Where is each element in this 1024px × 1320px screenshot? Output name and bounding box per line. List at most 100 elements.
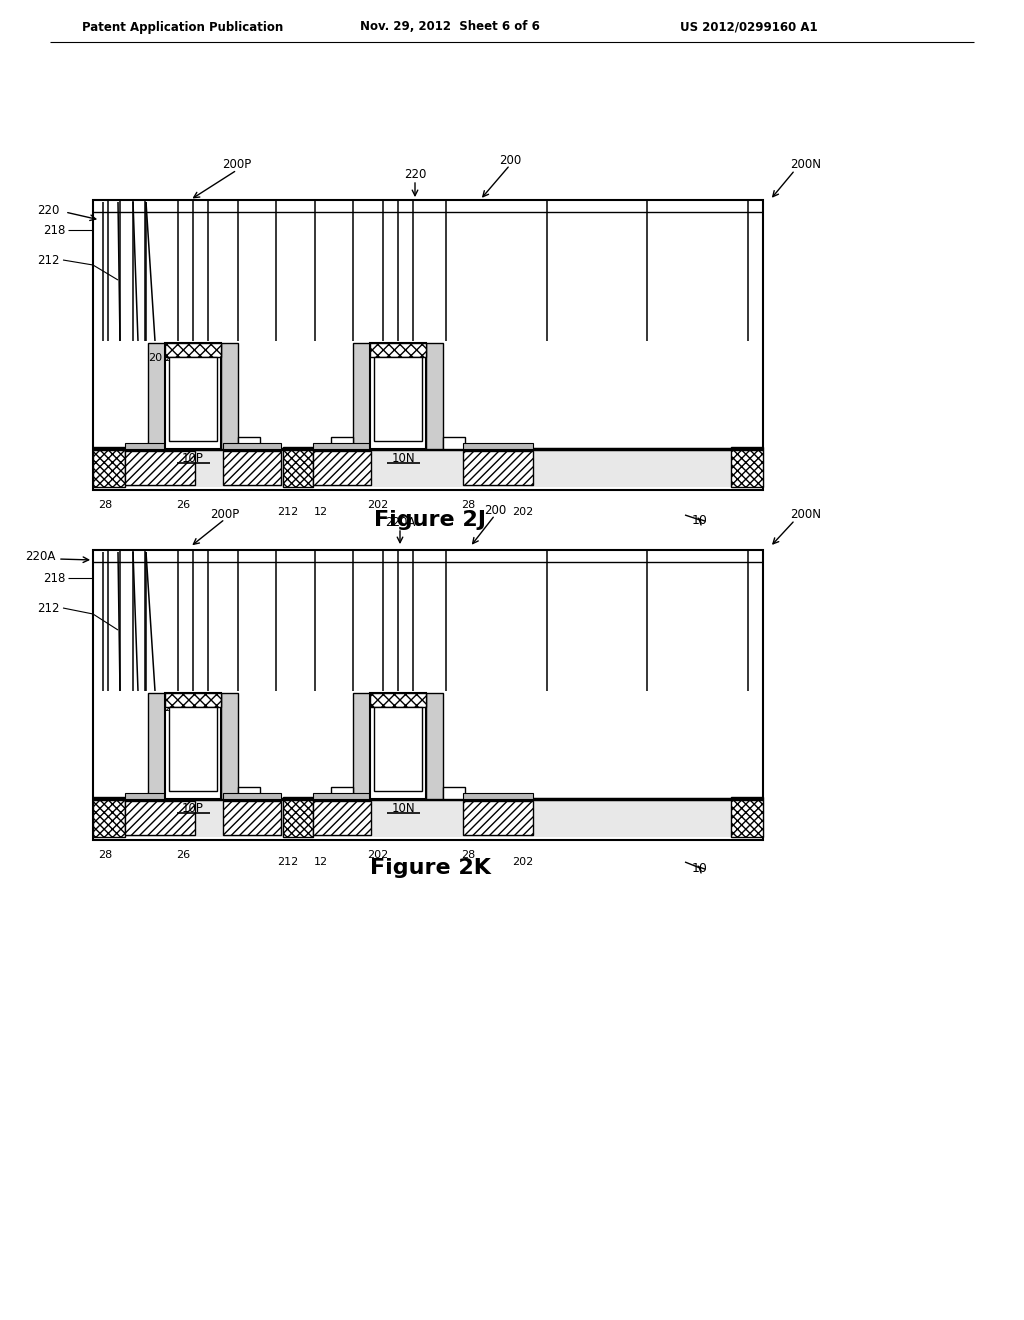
Text: 28: 28	[461, 850, 475, 861]
Bar	[353, 343, 370, 449]
Bar	[463, 444, 534, 449]
Bar	[165, 343, 221, 356]
Bar	[443, 437, 465, 449]
Bar	[93, 550, 763, 840]
Text: 30C: 30C	[187, 343, 209, 352]
Bar	[93, 797, 125, 837]
Text: 28: 28	[461, 500, 475, 510]
Text: 202: 202	[368, 850, 389, 861]
Bar	[93, 449, 763, 487]
Bar	[165, 693, 221, 708]
Text: 220: 220	[403, 169, 426, 181]
Bar	[165, 693, 221, 799]
Text: 30C: 30C	[187, 693, 209, 704]
Bar	[313, 793, 371, 799]
Text: 212: 212	[38, 253, 60, 267]
Text: 200P: 200P	[222, 158, 252, 172]
Text: 202: 202	[512, 507, 534, 517]
Text: 12: 12	[314, 857, 328, 867]
Text: 218: 218	[43, 572, 65, 585]
Bar	[223, 451, 281, 484]
Text: 20: 20	[147, 352, 162, 363]
Text: 200N: 200N	[790, 158, 821, 172]
Bar	[426, 693, 443, 799]
Text: Figure 2J: Figure 2J	[374, 510, 486, 531]
Text: 26: 26	[176, 500, 190, 510]
Bar	[221, 343, 238, 449]
Bar	[125, 451, 195, 484]
Text: 200: 200	[484, 503, 506, 516]
Text: 30T: 30T	[389, 343, 411, 352]
Text: 200: 200	[499, 153, 521, 166]
Bar	[238, 437, 260, 449]
Bar	[313, 801, 371, 836]
Bar	[148, 693, 165, 799]
Text: 10: 10	[692, 513, 708, 527]
Bar	[221, 693, 238, 799]
Text: 10N: 10N	[391, 451, 415, 465]
Text: 22: 22	[164, 352, 178, 363]
Bar	[223, 444, 281, 449]
Bar	[125, 444, 195, 449]
Text: 202: 202	[368, 500, 389, 510]
Text: Patent Application Publication: Patent Application Publication	[82, 21, 284, 33]
Bar	[463, 793, 534, 799]
Text: 22: 22	[164, 704, 178, 713]
Text: 220A: 220A	[385, 516, 415, 529]
Bar	[463, 801, 534, 836]
Text: 212: 212	[278, 857, 299, 867]
Text: 218: 218	[43, 223, 65, 236]
Text: 212: 212	[278, 507, 299, 517]
Bar	[463, 451, 534, 484]
Text: 10P: 10P	[182, 801, 204, 814]
Bar	[426, 343, 443, 449]
Text: 28: 28	[98, 850, 112, 861]
Bar	[148, 791, 238, 799]
Text: 10N: 10N	[391, 801, 415, 814]
Bar	[169, 708, 217, 791]
Bar	[353, 693, 370, 799]
Bar	[443, 787, 465, 799]
Bar	[223, 801, 281, 836]
Bar	[374, 708, 422, 791]
Bar	[370, 693, 426, 708]
Text: 202: 202	[512, 857, 534, 867]
Bar	[169, 356, 217, 441]
Bar	[370, 693, 426, 799]
Text: 10: 10	[692, 862, 708, 874]
Bar	[374, 356, 422, 441]
Text: 220: 220	[38, 203, 60, 216]
Bar	[353, 791, 443, 799]
Bar	[148, 441, 238, 449]
Text: 28: 28	[98, 500, 112, 510]
Text: 26: 26	[176, 850, 190, 861]
Text: Figure 2K: Figure 2K	[370, 858, 490, 878]
Bar	[731, 797, 763, 837]
Text: 212: 212	[38, 602, 60, 615]
Bar	[148, 343, 165, 449]
Bar	[165, 343, 221, 449]
Bar	[93, 799, 763, 837]
Text: 200N: 200N	[790, 508, 821, 521]
Bar	[125, 801, 195, 836]
Bar	[223, 793, 281, 799]
Text: US 2012/0299160 A1: US 2012/0299160 A1	[680, 21, 817, 33]
Bar	[313, 451, 371, 484]
Bar	[238, 787, 260, 799]
Text: 30T: 30T	[389, 693, 411, 704]
Bar	[93, 447, 125, 487]
Bar	[370, 343, 426, 449]
Text: 220A: 220A	[25, 550, 55, 564]
Bar	[313, 444, 371, 449]
Bar	[283, 447, 313, 487]
Bar	[125, 793, 195, 799]
Bar	[283, 797, 313, 837]
Bar	[93, 201, 763, 490]
Bar	[353, 441, 443, 449]
Text: 200P: 200P	[210, 507, 240, 520]
Bar	[370, 343, 426, 356]
Bar	[331, 787, 353, 799]
Bar	[731, 447, 763, 487]
Text: 10P: 10P	[182, 451, 204, 465]
Bar	[331, 437, 353, 449]
